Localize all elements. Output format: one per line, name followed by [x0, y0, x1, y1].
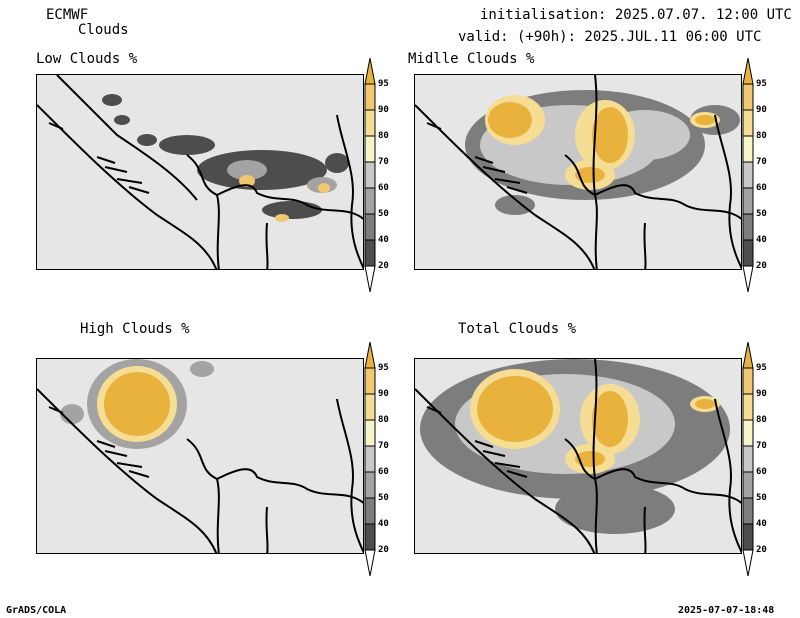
colorbar-tick-label: 40 [378, 235, 389, 245]
colorbar-min-arrow [742, 265, 754, 292]
colorbar-tick-label: 50 [378, 209, 389, 219]
panel-title: Midlle Clouds % [408, 51, 535, 67]
map-low-layer [37, 75, 363, 269]
colorbar-scale [742, 342, 754, 576]
panel-title: Low Clouds % [36, 51, 138, 67]
colorbar-segment [742, 83, 754, 111]
footer-timestamp: 2025-07-07-18:48 [678, 605, 775, 616]
colorbar-tick-label: 50 [756, 493, 767, 503]
colorbar-tick-label: 70 [756, 441, 767, 451]
map-middle-layer [415, 75, 741, 269]
colorbar-segment [742, 187, 754, 215]
colorbar-segment [742, 239, 754, 267]
colorbar-tick-label: 95 [378, 363, 389, 373]
colorbar-segment [742, 471, 754, 499]
colorbar-tick-label: 95 [378, 79, 389, 89]
colorbar-tick-label: 70 [378, 441, 389, 451]
colorbar-min-arrow [364, 549, 376, 576]
product-label: Clouds [78, 22, 129, 38]
colorbar-max-arrow [364, 58, 376, 85]
colorbar-scale [364, 342, 376, 576]
colorbar-min-arrow [742, 549, 754, 576]
colorbar-tick-label: 70 [756, 157, 767, 167]
footer-software: GrADS/COLA [6, 605, 67, 616]
colorbar-tick-label: 60 [756, 467, 767, 477]
colorbar-segment [742, 367, 754, 395]
map-total-layer [415, 359, 741, 553]
colorbar-max-arrow [364, 342, 376, 369]
colorbar-segment [364, 419, 376, 447]
colorbar-total: 95 90 80 70 60 50 40 20 [742, 342, 768, 576]
colorbar-tick-label: 40 [756, 519, 767, 529]
colorbar-max-arrow [742, 58, 754, 85]
map-total-clouds [414, 358, 742, 554]
colorbar-segment [364, 135, 376, 163]
colorbar-tick-label: 20 [756, 261, 767, 271]
colorbar-tick-label: 70 [378, 157, 389, 167]
colorbar-tick-label: 90 [756, 105, 767, 115]
colorbar-tick-label: 80 [378, 131, 389, 141]
colorbar-scale [364, 58, 376, 292]
colorbar-tick-label: 95 [756, 363, 767, 373]
map-low-clouds [36, 74, 364, 270]
colorbar-tick-label: 20 [378, 545, 389, 555]
colorbar-segment [742, 161, 754, 189]
colorbar-tick-label: 40 [378, 519, 389, 529]
colorbar-tick-label: 60 [378, 467, 389, 477]
valid-time: valid: (+90h): 2025.JUL.11 06:00 UTC [458, 29, 762, 45]
colorbar-segment [364, 187, 376, 215]
colorbar-low: 95 90 80 70 60 50 40 20 [364, 58, 390, 292]
colorbar-segment [742, 445, 754, 473]
colorbar-tick-label: 90 [378, 389, 389, 399]
colorbar-segment [742, 109, 754, 137]
init-time: initialisation: 2025.07.07. 12:00 UTC [480, 7, 792, 23]
colorbar-segment [364, 471, 376, 499]
colorbar-tick-label: 80 [756, 415, 767, 425]
colorbar-segment [364, 109, 376, 137]
model-label: ECMWF [46, 7, 89, 23]
map-high-clouds [36, 358, 364, 554]
colorbar-segment [364, 523, 376, 551]
colorbar-tick-label: 20 [756, 545, 767, 555]
colorbar-segment [364, 497, 376, 525]
colorbar-segment [742, 419, 754, 447]
colorbar-scale [742, 58, 754, 292]
colorbar-tick-label: 80 [756, 131, 767, 141]
colorbar-tick-label: 60 [756, 183, 767, 193]
colorbar-segment [364, 367, 376, 395]
colorbar-middle: 95 90 80 70 60 50 40 20 [742, 58, 768, 292]
colorbar-segment [364, 393, 376, 421]
colorbar-tick-label: 90 [378, 105, 389, 115]
colorbar-tick-label: 95 [756, 79, 767, 89]
colorbar-max-arrow [742, 342, 754, 369]
colorbar-tick-label: 20 [378, 261, 389, 271]
colorbar-segment [364, 161, 376, 189]
colorbar-segment [364, 239, 376, 267]
colorbar-segment [742, 213, 754, 241]
colorbar-segment [364, 83, 376, 111]
colorbar-tick-label: 80 [378, 415, 389, 425]
colorbar-segment [364, 445, 376, 473]
colorbar-tick-label: 60 [378, 183, 389, 193]
colorbar-segment [742, 135, 754, 163]
colorbar-segment [742, 393, 754, 421]
colorbar-segment [364, 213, 376, 241]
panel-title: High Clouds % [80, 321, 190, 337]
colorbar-tick-label: 90 [756, 389, 767, 399]
colorbar-tick-label: 50 [756, 209, 767, 219]
colorbar-segment [742, 497, 754, 525]
colorbar-tick-label: 50 [378, 493, 389, 503]
map-high-layer [37, 359, 363, 553]
colorbar-tick-label: 40 [756, 235, 767, 245]
colorbar-segment [742, 523, 754, 551]
panel-title: Total Clouds % [458, 321, 577, 337]
colorbar-min-arrow [364, 265, 376, 292]
colorbar-high: 95 90 80 70 60 50 40 20 [364, 342, 390, 576]
map-middle-clouds [414, 74, 742, 270]
